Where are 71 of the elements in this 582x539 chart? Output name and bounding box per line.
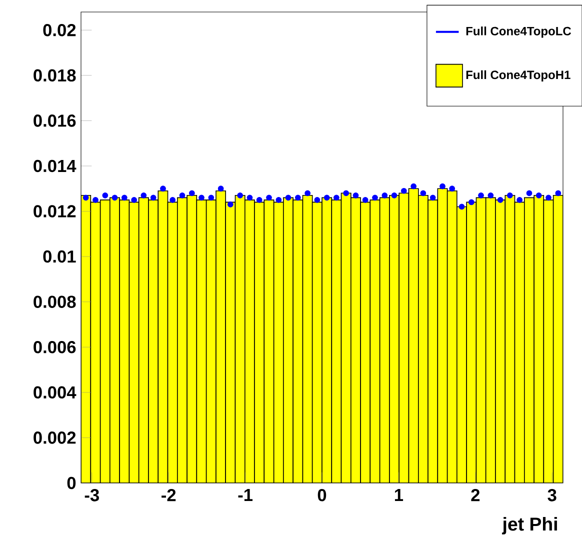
point [256,197,262,203]
point [227,202,234,208]
y-tick-label: 0.018 [34,69,76,82]
point [304,190,311,196]
y-tick-label: 0.016 [34,114,76,127]
point [266,194,272,201]
point [160,186,166,192]
y-tick-label: 0.006 [34,340,76,354]
y-tick-label: 0.014 [34,160,76,172]
point [333,194,340,201]
point [324,194,330,201]
point [449,186,456,192]
point [102,192,108,198]
point [536,192,542,198]
point [294,194,301,201]
point [82,194,89,201]
point [516,197,523,203]
legend-label: Full Cone4TopoH1 [466,70,570,82]
y-tick-label: 0.002 [34,432,76,444]
y-tick-label: 0.012 [34,205,76,218]
point [314,197,320,203]
point [497,197,504,203]
point [246,194,253,201]
point [468,199,474,206]
point [121,194,128,201]
y-tick-label: 0.01 [43,250,76,263]
point [218,186,224,192]
point [112,194,118,201]
x-tick-label: 3 [548,489,556,502]
point [372,194,378,201]
point [458,204,465,210]
point [430,194,436,201]
point [276,197,282,203]
x-tick-label: 2 [471,489,480,502]
point [208,194,214,201]
point [188,190,195,196]
point [382,192,388,198]
point [440,183,446,190]
point [343,190,350,196]
point [198,194,204,201]
point [170,197,176,203]
point [237,192,244,198]
point [92,197,98,203]
x-tick-label: -1 [238,489,253,501]
point [285,194,292,201]
point [352,192,359,198]
point [150,194,156,201]
x-tick-label: 1 [394,489,404,501]
point [140,192,147,198]
point [546,194,552,201]
point [478,192,484,198]
y-tick-label: 0 [67,476,76,490]
point [179,192,186,198]
point [400,188,407,194]
point [506,192,513,198]
point [362,197,368,203]
point [526,190,532,196]
point [420,190,426,196]
y-tick-label: 0.008 [34,296,76,308]
legend-label: Full Cone4TopoLC [466,26,572,38]
x-tick-label: -3 [84,489,99,502]
x-tick-label: -2 [162,489,176,502]
y-tick-label: 0.02 [43,24,76,36]
x-tick-label: 0 [318,489,326,502]
point [131,197,138,203]
point [410,183,417,190]
x-axis-title: jet Phi [502,517,557,534]
point [555,190,562,196]
point [488,192,494,198]
y-tick-label: 0.004 [34,386,76,399]
point [391,192,398,198]
